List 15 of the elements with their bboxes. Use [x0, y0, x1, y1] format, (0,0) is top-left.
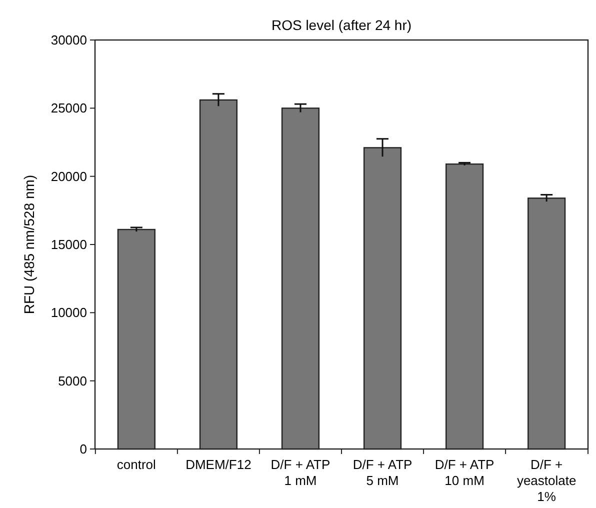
y-axis-title: RFU (485 nm/528 nm) [21, 174, 37, 314]
y-tick-label: 0 [80, 442, 87, 457]
y-tick-label: 15000 [50, 237, 87, 252]
y-tick-label: 20000 [50, 168, 87, 184]
x-tick-label: DMEM/F12 [186, 457, 252, 472]
x-tick-label: D/F + yeastolate 1% [516, 457, 576, 504]
x-tick-label: D/F + ATP 1 mM [270, 457, 330, 488]
y-tick-label: 30000 [50, 32, 87, 48]
x-tick-label: D/F + ATP 10 mM [434, 457, 494, 488]
y-tick-label: 10000 [50, 305, 87, 320]
x-tick-label: control [116, 457, 156, 472]
x-tick-label: D/F + ATP 5 mM [352, 457, 412, 488]
y-tick-label: 5000 [58, 373, 87, 388]
chart-title: ROS level (after 24 hr) [271, 17, 412, 33]
y-tick-label: 25000 [50, 100, 87, 116]
